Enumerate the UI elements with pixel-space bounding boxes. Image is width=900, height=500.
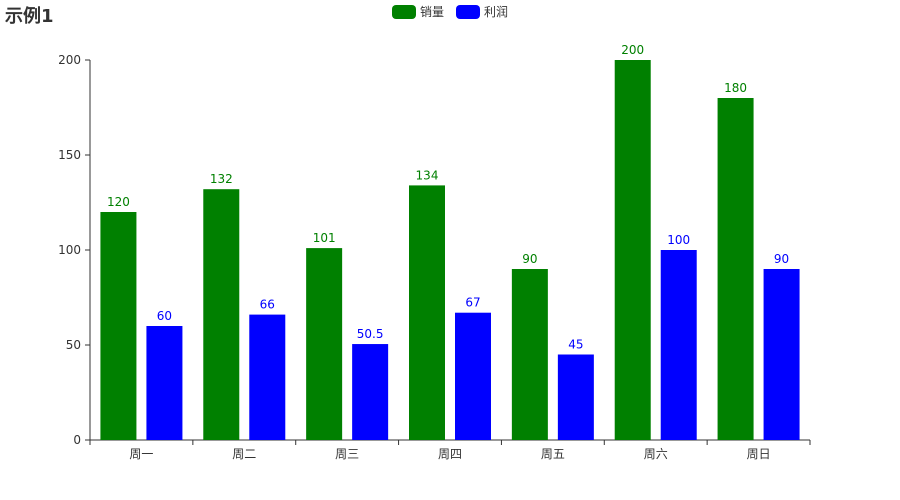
x-tick-label: 周日 [747,447,771,461]
data-label-sales: 180 [724,81,747,95]
data-label-profit: 67 [465,296,480,310]
x-tick-label: 周一 [129,447,153,461]
data-label-sales: 134 [416,168,439,182]
y-tick-label: 200 [58,53,81,67]
bar-sales [100,212,137,440]
legend-swatch-profit [456,4,480,19]
bar-profit [352,344,389,440]
y-tick-label: 50 [66,338,81,352]
bar-profit [557,354,594,440]
legend-label-sales: 销量 [419,5,444,19]
data-label-sales: 132 [210,172,233,186]
data-label-sales: 200 [621,43,644,57]
data-label-sales: 120 [107,195,130,209]
bar-profit [455,312,491,440]
y-tick-label: 150 [58,148,81,162]
bar-profit [763,269,800,440]
legend-item-sales[interactable]: 销量 [391,3,444,20]
data-label-profit: 60 [157,309,172,323]
bar-sales [717,98,754,440]
x-tick-label: 周三 [335,447,359,461]
chart-title: 示例1 [5,6,54,27]
bar-sales [203,189,240,440]
bar-profit [249,314,286,440]
data-label-profit: 50.5 [357,327,384,341]
data-label-profit: 66 [260,298,275,312]
bar-profit [146,326,183,440]
y-tick-label: 0 [73,433,81,447]
data-label-profit: 90 [774,252,789,266]
bar-sales [511,269,548,440]
legend: 销量 利润 [0,3,900,20]
x-tick-label: 周六 [644,447,668,461]
y-tick-label: 100 [58,243,81,257]
legend-label-profit: 利润 [484,5,509,19]
data-label-profit: 45 [568,338,583,352]
data-label-sales: 90 [522,252,537,266]
bar-profit [660,250,697,440]
x-tick-label: 周二 [232,447,256,461]
legend-item-profit[interactable]: 利润 [456,3,508,20]
x-tick-label: 周五 [541,447,565,461]
data-label-sales: 101 [313,231,336,245]
legend-swatch-sales [391,4,416,19]
x-tick-label: 周四 [438,447,462,461]
data-label-profit: 100 [667,233,690,247]
bar-sales [306,248,343,440]
bar-sales [409,185,445,440]
bar-sales [614,60,651,440]
